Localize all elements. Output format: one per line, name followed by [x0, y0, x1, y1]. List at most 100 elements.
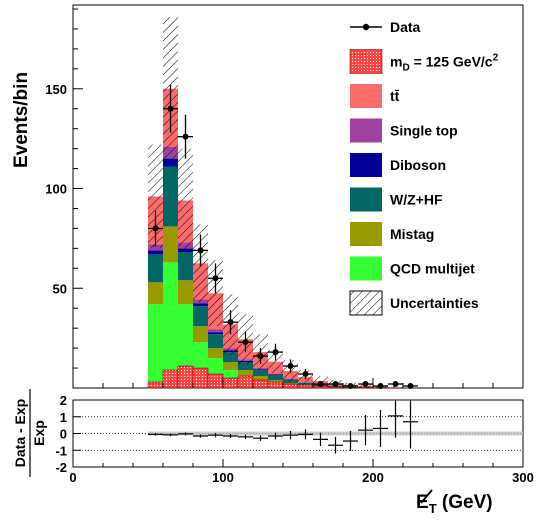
- signal-bar-10: [298, 385, 313, 388]
- ratio-point-7: [253, 436, 268, 441]
- bar-wzhf-7: [253, 370, 268, 376]
- data-point-marker: [273, 349, 279, 355]
- ratio-band-bin: [253, 431, 268, 435]
- bar-mistag-3: [193, 326, 208, 342]
- data-point-marker: [153, 225, 159, 231]
- bar-qcd-1: [163, 262, 178, 388]
- ratio-band-bin: [328, 431, 343, 435]
- bar-wzhf-8: [268, 375, 283, 380]
- bar-wzhf-0: [148, 254, 163, 282]
- data-point-marker: [288, 363, 294, 369]
- legend-label-0: Data: [390, 19, 421, 35]
- legend-swatch-single_top: [350, 119, 382, 143]
- legend-swatch-diboson: [350, 153, 382, 177]
- legend-label-superscript: 2: [493, 53, 499, 64]
- ratio-y-tick-label-2: 2: [60, 393, 67, 408]
- bar-single_top-4: [208, 329, 223, 332]
- ratio-y-tick-label-0: 0: [60, 427, 67, 442]
- bar-single_top-8: [268, 374, 283, 375]
- signal-bar-4: [208, 374, 223, 388]
- legend-label-7: QCD multijet: [390, 261, 475, 277]
- legend-swatch-wzhf: [350, 188, 382, 212]
- data-point-marker: [333, 381, 339, 387]
- bar-wzhf-4: [208, 334, 223, 348]
- x-axis-label-subscript: T: [429, 501, 437, 516]
- data-point-marker: [348, 383, 354, 389]
- bar-wzhf-1: [163, 167, 178, 227]
- data-point-marker: [168, 106, 174, 112]
- ratio-band-bin: [463, 431, 478, 435]
- ratio-band-bin: [508, 431, 523, 435]
- legend-label-text: Mistag: [390, 226, 434, 242]
- x-tick-label-200: 200: [362, 470, 384, 485]
- signal-bar-5: [223, 378, 238, 388]
- data-point-marker: [258, 353, 264, 359]
- legend-label-text: Data: [390, 19, 421, 35]
- legend-entry-5: W/Z+HF: [350, 188, 443, 212]
- ratio-y-axis: -2 -10 1 2: [55, 393, 81, 475]
- ratio-band-bin: [478, 431, 493, 435]
- data-point-marker: [213, 275, 219, 281]
- legend-label-1: mD = 125 GeV/c2: [390, 53, 499, 74]
- bar-mistag-5: [223, 362, 238, 370]
- data-point-marker: [318, 381, 324, 387]
- bar-qcd-0: [148, 304, 163, 388]
- legend-swatch-qcd: [350, 257, 382, 281]
- ratio-y-tick-label--1: -1: [55, 443, 67, 458]
- legend-label-text: QCD multijet: [390, 261, 475, 277]
- legend-label-text: tt̄: [390, 88, 400, 104]
- legend-label-rest: = 125 GeV/c: [410, 54, 493, 70]
- signal-bar-1: [163, 370, 178, 388]
- ratio-point-12: [328, 437, 343, 454]
- legend-label-subscript: D: [402, 63, 409, 74]
- data-point-marker: [183, 134, 189, 140]
- legend-entry-1: mD = 125 GeV/c2: [350, 50, 499, 74]
- y-tick-label-50: 50: [53, 281, 67, 296]
- legend-label-2: tt̄: [390, 88, 400, 104]
- legend-swatch-ttbar: [350, 84, 382, 108]
- bar-diboson-4: [208, 332, 223, 334]
- legend-label-text: m: [390, 54, 402, 70]
- ratio-y-axis-label: Data - Exp Exp: [12, 389, 47, 477]
- legend-entry-4: Diboson: [350, 153, 446, 177]
- signal-bar-0: [148, 382, 163, 388]
- legend-signal-swatch: [350, 50, 382, 74]
- data-point-marker: [243, 339, 249, 345]
- signal-bar-6: [238, 376, 253, 388]
- x-tick-label-300: 300: [512, 470, 534, 485]
- legend-entry-6: Mistag: [350, 222, 434, 246]
- ratio-y-label-numerator: Data - Exp: [12, 399, 28, 467]
- signal-bar-2: [178, 366, 193, 388]
- main-y-axis-label: Events/bin: [11, 72, 32, 168]
- bar-wzhf-3: [193, 306, 208, 326]
- data-point-marker: [228, 319, 234, 325]
- y-tick-label-150: 150: [45, 82, 67, 97]
- ratio-band-bin: [493, 431, 508, 435]
- legend-entry-8: Uncertainties: [350, 291, 479, 315]
- data-point-marker: [303, 371, 309, 377]
- legend-entry-2: tt̄: [350, 84, 400, 108]
- legend-label-6: Mistag: [390, 226, 434, 242]
- ratio-uncertainty-band: [148, 431, 523, 435]
- legend-hatch-swatch: [350, 291, 382, 315]
- bar-diboson-0: [148, 250, 163, 254]
- signal-bar-3: [193, 368, 208, 388]
- ratio-points: [148, 400, 418, 454]
- bar-mistag-2: [178, 280, 193, 304]
- legend-label-8: Uncertainties: [390, 295, 479, 311]
- ratio-y-tick-label--2: -2: [55, 460, 67, 475]
- data-point-marker: [363, 381, 369, 387]
- legend-data-marker: [363, 24, 369, 30]
- signal-bar-8: [268, 382, 283, 388]
- ratio-y-label-denominator: Exp: [31, 420, 47, 446]
- data-point-marker: [198, 247, 204, 253]
- ratio-y-tick-label-1: 1: [60, 410, 67, 425]
- signal-bar-9: [283, 384, 298, 388]
- ratio-band-bin: [433, 431, 448, 435]
- bar-mistag-7: [253, 376, 268, 380]
